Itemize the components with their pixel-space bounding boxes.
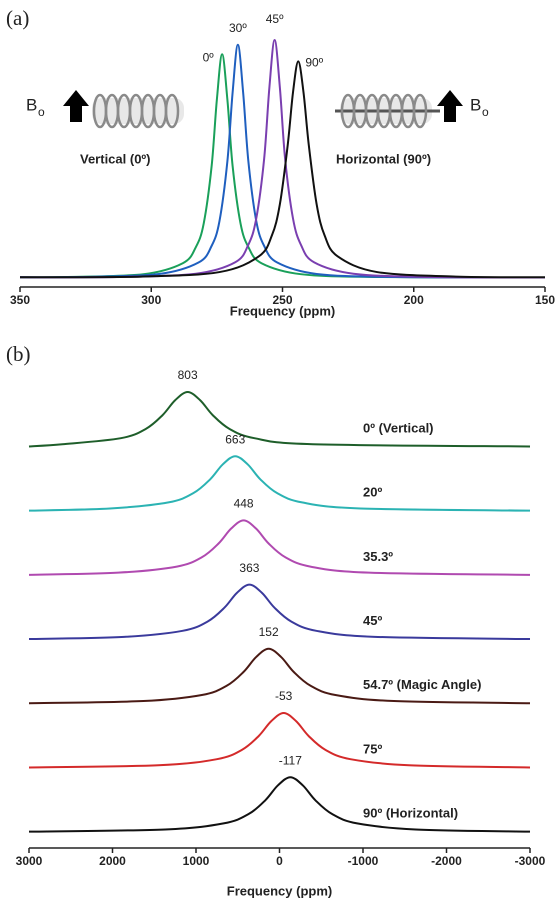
field-subscript: o bbox=[38, 105, 45, 119]
trace-label: 20º bbox=[363, 485, 382, 500]
field-subscript: o bbox=[482, 105, 489, 119]
peak-label: 152 bbox=[259, 625, 279, 639]
horizontal-coil bbox=[335, 93, 440, 129]
peak-label: -117 bbox=[279, 753, 302, 767]
x-tick-label: 3000 bbox=[16, 854, 43, 868]
spectrum bbox=[28, 455, 531, 512]
x-axis-label: Frequency (ppm) bbox=[230, 303, 335, 318]
peak-label: 45º bbox=[266, 12, 284, 26]
x-tick-label: 200 bbox=[404, 293, 424, 307]
peak-label: 30º bbox=[229, 21, 247, 35]
x-tick-label: -2000 bbox=[431, 854, 462, 868]
trace-label: 35.3º bbox=[363, 549, 393, 564]
peak-label: 803 bbox=[178, 368, 198, 382]
x-tick-label: 0 bbox=[276, 854, 283, 868]
spectrum bbox=[28, 647, 531, 705]
spectrum bbox=[19, 38, 546, 279]
field-label: B bbox=[26, 95, 37, 114]
spectrum bbox=[28, 519, 531, 576]
trace-label: 90º (Horizontal) bbox=[363, 806, 458, 821]
peak-label: 90º bbox=[305, 56, 323, 70]
peak-label: 0º bbox=[203, 50, 215, 64]
panel-label: (b) bbox=[6, 342, 31, 366]
field-label: B bbox=[470, 95, 481, 114]
spectrum bbox=[28, 711, 531, 769]
x-axis-label: Frequency (ppm) bbox=[227, 883, 332, 898]
x-tick-label: 150 bbox=[535, 293, 555, 307]
peak-label: 663 bbox=[225, 432, 245, 446]
trace-label: 75º bbox=[363, 741, 382, 756]
peak-label: -53 bbox=[275, 689, 293, 703]
x-tick-label: 350 bbox=[10, 293, 30, 307]
peak-label: 363 bbox=[239, 561, 259, 575]
right-label: Horizontal (90º) bbox=[336, 151, 431, 166]
field-arrow bbox=[63, 90, 89, 122]
x-tick-label: -1000 bbox=[348, 854, 379, 868]
spectrum bbox=[19, 53, 546, 279]
peak-label: 448 bbox=[234, 497, 254, 511]
x-tick-label: 250 bbox=[272, 293, 292, 307]
trace-label: 0º (Vertical) bbox=[363, 420, 434, 435]
panel-label: (a) bbox=[6, 6, 29, 30]
x-tick-label: -3000 bbox=[515, 854, 546, 868]
spectrum bbox=[28, 390, 531, 448]
spectrum bbox=[28, 583, 531, 641]
x-tick-label: 300 bbox=[141, 293, 161, 307]
field-arrow bbox=[437, 90, 463, 122]
spectrum bbox=[19, 43, 546, 279]
spectrum bbox=[19, 60, 546, 279]
trace-label: 54.7º (Magic Angle) bbox=[363, 677, 481, 692]
x-tick-label: 1000 bbox=[183, 854, 210, 868]
trace-label: 45º bbox=[363, 613, 382, 628]
left-label: Vertical (0º) bbox=[80, 151, 151, 166]
vertical-coil bbox=[92, 93, 184, 129]
x-tick-label: 2000 bbox=[99, 854, 126, 868]
spectrum bbox=[28, 776, 531, 833]
